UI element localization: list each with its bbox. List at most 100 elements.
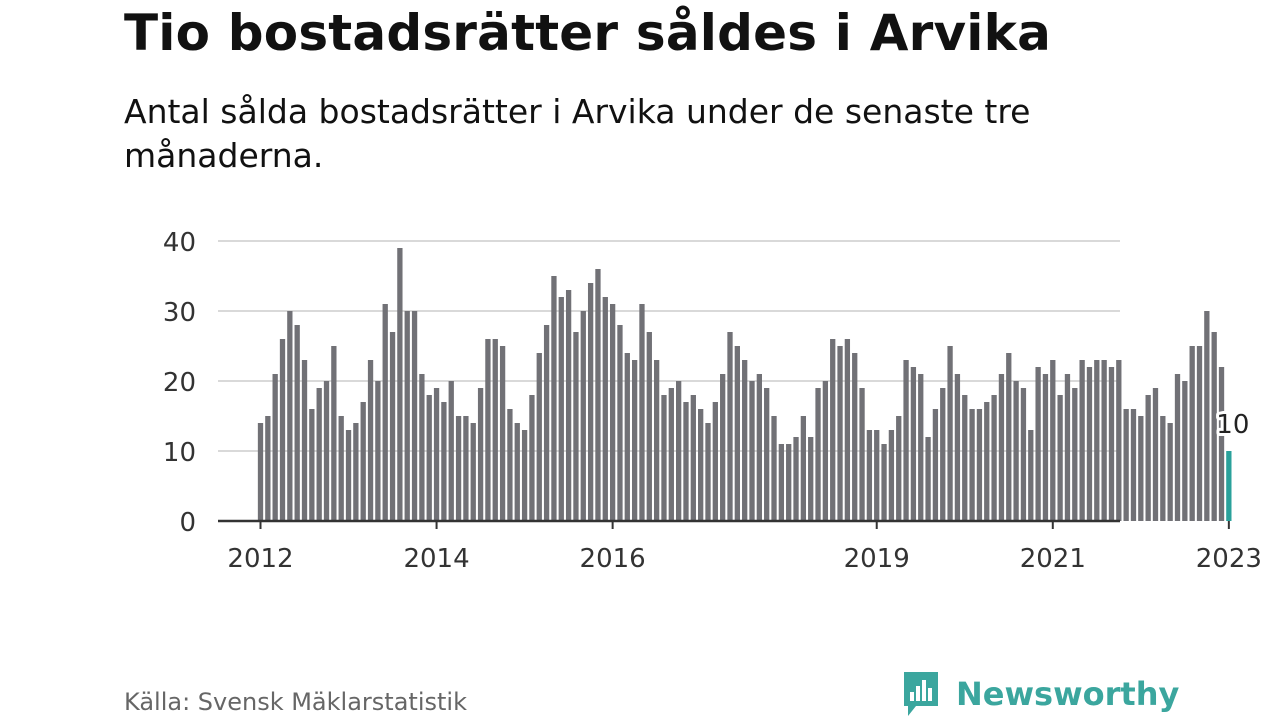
bar bbox=[918, 374, 924, 521]
bar bbox=[397, 248, 403, 521]
bar bbox=[1138, 416, 1144, 521]
bar bbox=[558, 297, 564, 521]
bar bbox=[786, 444, 792, 521]
bar bbox=[404, 311, 410, 521]
bar-highlight bbox=[1226, 451, 1232, 521]
bar bbox=[683, 402, 689, 521]
bar bbox=[331, 346, 337, 521]
newsworthy-logo-icon bbox=[904, 672, 938, 716]
bar bbox=[338, 416, 344, 521]
bar bbox=[1182, 381, 1188, 521]
x-tick-label: 2016 bbox=[580, 544, 646, 574]
bar bbox=[389, 332, 396, 521]
bar bbox=[756, 374, 762, 521]
bar bbox=[1218, 367, 1225, 521]
bar bbox=[1196, 346, 1203, 521]
bar bbox=[1101, 360, 1107, 521]
bar bbox=[609, 304, 616, 521]
bar bbox=[639, 304, 645, 521]
bar bbox=[859, 388, 865, 521]
bar bbox=[881, 444, 887, 521]
bar bbox=[1167, 423, 1173, 521]
bar bbox=[991, 395, 997, 521]
bar bbox=[852, 353, 858, 521]
bar bbox=[830, 339, 836, 521]
bar bbox=[815, 388, 821, 521]
bar bbox=[1116, 360, 1122, 521]
bar bbox=[896, 416, 902, 521]
bar bbox=[903, 360, 909, 521]
x-tick-label: 2023 bbox=[1196, 544, 1262, 574]
bar bbox=[1064, 374, 1071, 521]
bar bbox=[624, 353, 630, 521]
bar bbox=[1020, 388, 1027, 521]
bar bbox=[800, 416, 807, 521]
brand-logo: Newsworthy bbox=[900, 668, 1179, 720]
bar bbox=[580, 311, 586, 521]
bar bbox=[976, 409, 983, 521]
y-tick-label: 0 bbox=[179, 508, 196, 538]
y-tick-label: 40 bbox=[163, 228, 196, 258]
bar bbox=[301, 360, 308, 521]
bar bbox=[1204, 311, 1210, 521]
bar bbox=[411, 311, 418, 521]
bar bbox=[382, 304, 388, 521]
bar bbox=[573, 332, 579, 521]
bar bbox=[587, 283, 594, 521]
bar bbox=[947, 346, 953, 521]
bar bbox=[969, 409, 975, 521]
bar bbox=[441, 402, 447, 521]
bar bbox=[734, 346, 740, 521]
bar bbox=[1035, 367, 1041, 521]
bar bbox=[631, 360, 638, 521]
bar bbox=[1006, 353, 1012, 521]
bar bbox=[316, 388, 322, 521]
bar bbox=[1057, 395, 1063, 521]
bar bbox=[323, 381, 330, 521]
bar bbox=[529, 395, 535, 521]
bar bbox=[749, 381, 755, 521]
bar bbox=[551, 276, 557, 521]
bar bbox=[309, 409, 315, 521]
x-tick-label: 2014 bbox=[403, 544, 469, 574]
bar bbox=[1072, 388, 1078, 521]
bar bbox=[419, 374, 425, 521]
bar bbox=[1108, 367, 1115, 521]
bar bbox=[661, 395, 667, 521]
bar bbox=[617, 325, 623, 521]
bar bbox=[279, 339, 286, 521]
bar bbox=[257, 423, 264, 521]
bar bbox=[477, 388, 484, 521]
bar bbox=[1160, 416, 1166, 521]
bar bbox=[433, 388, 440, 521]
y-tick-label: 20 bbox=[163, 368, 196, 398]
bar bbox=[720, 374, 726, 521]
bar bbox=[690, 395, 696, 521]
bar bbox=[1211, 332, 1217, 521]
bar bbox=[455, 416, 462, 521]
bar bbox=[345, 430, 352, 521]
bar bbox=[492, 339, 498, 521]
bar bbox=[925, 437, 931, 521]
bar bbox=[1174, 374, 1181, 521]
bar-chart: 0 10 20 30 40 2012 2014 2016 2019 2021 2023 10 bbox=[163, 228, 1262, 574]
bar bbox=[940, 388, 946, 521]
bar bbox=[1130, 409, 1137, 521]
bar bbox=[822, 381, 829, 521]
bar bbox=[265, 416, 271, 521]
bar bbox=[294, 325, 300, 521]
bar bbox=[1086, 367, 1093, 521]
bar bbox=[646, 332, 652, 521]
bar bbox=[705, 423, 711, 521]
bar bbox=[998, 374, 1005, 521]
x-tick-label: 2012 bbox=[227, 544, 293, 574]
bar bbox=[808, 437, 814, 521]
bar bbox=[1079, 360, 1085, 521]
bar bbox=[272, 374, 278, 521]
bar bbox=[874, 430, 880, 521]
bar bbox=[653, 360, 660, 521]
bar bbox=[360, 402, 366, 521]
highlight-value-label: 10 bbox=[1216, 410, 1249, 440]
bar bbox=[514, 423, 520, 521]
